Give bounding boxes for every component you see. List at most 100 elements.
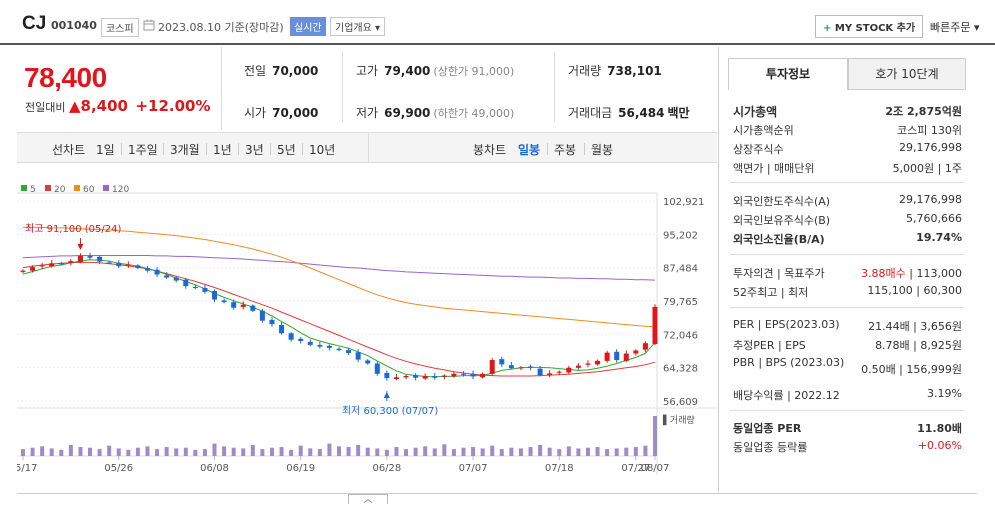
realtime-button[interactable]: 실시간 xyxy=(290,17,326,36)
volume-bar xyxy=(193,449,198,456)
volume-bar xyxy=(260,449,265,456)
quick-order-link[interactable]: 빠른주문 ▾ xyxy=(930,19,980,35)
volume-bar xyxy=(633,447,638,456)
volume-value: 738,101 xyxy=(607,64,662,78)
volume-bar xyxy=(576,448,581,456)
par-label: 액면가 | 매매단위 xyxy=(733,162,815,175)
prev-close: 전일 70,000 xyxy=(244,62,318,79)
legend-label-120: 120 xyxy=(112,185,129,195)
tab-1day[interactable]: 1일 xyxy=(96,143,115,157)
candle-body xyxy=(460,373,466,375)
candle-body xyxy=(106,262,112,264)
prev-close-value: 70,000 xyxy=(272,64,319,78)
candle-body xyxy=(470,373,476,377)
tab-weekly[interactable]: 주봉 xyxy=(554,143,577,157)
candle-body xyxy=(623,353,629,361)
volume-bar xyxy=(308,448,313,456)
candle-body xyxy=(202,287,208,292)
low-price: 저가 69,900 (하한가 49,000) xyxy=(356,104,514,121)
per-row: PER | EPS(2023.03) 21.44배 | 3,656원 xyxy=(733,318,962,333)
pbr-row: PBR | BPS (2023.03) 0.50배 | 156,999원 xyxy=(733,356,962,376)
stock-code: 001040 xyxy=(51,19,97,32)
min-arrow-head: ▲ xyxy=(384,390,391,399)
tab-10year[interactable]: 10년 xyxy=(309,143,336,157)
x-tick-label: 05/17 xyxy=(17,463,37,474)
candle-body xyxy=(633,350,639,354)
stock-header xyxy=(0,0,995,45)
collapse-toggle-button[interactable]: ︿ xyxy=(348,494,388,505)
y-tick-label: 102,921 xyxy=(663,197,704,208)
volume-bar xyxy=(643,445,648,456)
tab-line-chart[interactable]: 선차트 xyxy=(52,143,86,157)
tab-order-book[interactable]: 호가 10단계 xyxy=(848,58,966,90)
foreign-ratio-value: 19.74% xyxy=(916,231,962,244)
foreign-limit-label: 외국인한도주식수(A) xyxy=(733,195,831,208)
tab-5year[interactable]: 5년 xyxy=(277,143,296,157)
chevron-down-icon: ▾ xyxy=(973,21,980,34)
company-overview-dropdown[interactable]: 기업개요 ▾ xyxy=(330,17,386,36)
ma60-line xyxy=(23,226,656,328)
volume-bar xyxy=(499,449,504,456)
pbr-value: 0.50배 | 156,999원 xyxy=(861,363,962,376)
candle-body xyxy=(154,269,160,275)
candle-body xyxy=(49,263,55,267)
per-value: 21.44배 | 3,656원 xyxy=(868,320,962,333)
price-chart[interactable]: 5 20 60 120 102,921 95,202 87,484 79,765 72,046 6… xyxy=(17,175,717,475)
tab-3year[interactable]: 3년 xyxy=(245,143,264,157)
volume-bar xyxy=(490,445,495,456)
candle-body xyxy=(374,363,380,374)
high-label: 고가 xyxy=(356,64,379,78)
candle-body xyxy=(393,377,399,380)
dividend-label: 배당수익률 | 2022.12 xyxy=(733,389,840,402)
volume-bar xyxy=(432,448,437,456)
week52-value: 115,100 | 60,300 xyxy=(867,284,962,297)
peer-per-label: 동일업종 PER xyxy=(733,422,802,435)
tab-daily[interactable]: 일봉 xyxy=(518,143,541,157)
candle-body xyxy=(547,373,553,376)
price-change: 전일대비 ▲8,400 +12.00% xyxy=(25,97,211,115)
quote-date: 2023.08.10 기준(장마감) xyxy=(158,21,284,34)
tab-3month[interactable]: 3개월 xyxy=(170,143,200,157)
ma120-line xyxy=(22,255,656,281)
volume-bar xyxy=(155,449,160,456)
tab-candle-chart[interactable]: 봉차트 xyxy=(473,143,507,157)
x-tick-label: 06/19 xyxy=(286,463,315,474)
volume-bar xyxy=(116,448,121,456)
divider xyxy=(730,410,964,411)
price-box xyxy=(17,47,222,130)
tab-1week[interactable]: 1주일 xyxy=(128,143,158,157)
peer-rate-row[interactable]: 동일업종 등락률 +0.06% xyxy=(733,439,962,454)
candle-body xyxy=(566,367,572,373)
divider xyxy=(368,133,369,162)
candle-body xyxy=(144,268,150,271)
cap-rank-row[interactable]: 시가총액순위 코스피 130위 xyxy=(733,122,962,137)
candle-body xyxy=(336,348,342,351)
volume-bar xyxy=(327,443,332,456)
volume-bar xyxy=(356,444,361,456)
candle-body xyxy=(326,345,332,348)
candle-body xyxy=(173,277,179,281)
volume-bar xyxy=(461,447,466,456)
change-amount: 8,400 xyxy=(80,97,128,115)
change-percent: +12.00% xyxy=(135,97,211,115)
peer-per-row[interactable]: 동일업종 PER 11.80배 xyxy=(733,420,962,435)
volume-bar xyxy=(595,447,600,456)
amount-value: 56,484 xyxy=(618,106,665,120)
candle-body xyxy=(585,363,591,365)
candle-body xyxy=(528,366,534,368)
tab-investment-info[interactable]: 투자정보 xyxy=(728,58,848,90)
peer-rate-value: +0.06% xyxy=(917,439,962,452)
peer-per-value: 11.80배 xyxy=(917,422,962,435)
volume-bar xyxy=(212,443,217,456)
trade-amount: 거래대금 56,484 백만 xyxy=(568,104,690,121)
week52-row: 52주최고 | 최저 115,100 | 60,300 xyxy=(733,284,962,299)
y-tick-label: 87,484 xyxy=(663,264,698,275)
candle-body xyxy=(68,261,74,263)
volume-bar xyxy=(518,448,523,456)
volume-bar xyxy=(21,449,25,456)
dividend-value: 3.19% xyxy=(927,387,962,400)
x-tick-label: 07/07 xyxy=(459,463,488,474)
tab-1year[interactable]: 1년 xyxy=(213,143,232,157)
tab-monthly[interactable]: 월봉 xyxy=(591,143,614,157)
add-mystock-button[interactable]: + MY STOCK 추가 xyxy=(815,15,924,38)
